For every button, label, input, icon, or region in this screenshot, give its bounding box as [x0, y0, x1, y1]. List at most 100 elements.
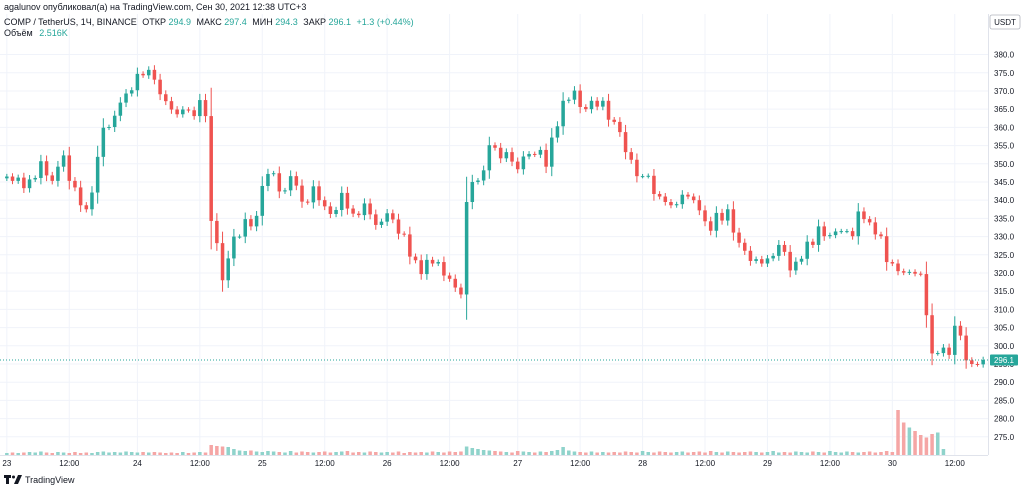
candle[interactable]: [930, 303, 934, 366]
candle[interactable]: [61, 150, 66, 172]
candle[interactable]: [640, 173, 645, 179]
candle[interactable]: [799, 255, 804, 265]
candle[interactable]: [476, 177, 480, 185]
price-chart[interactable]: COMP / TetherUS, 1Ч, BINANCE ОТКР 294.9 …: [0, 0, 1024, 470]
candle[interactable]: [215, 213, 219, 251]
candle[interactable]: [413, 253, 418, 264]
candle[interactable]: [135, 67, 140, 97]
candle[interactable]: [833, 228, 838, 239]
candle[interactable]: [953, 316, 957, 365]
candle[interactable]: [481, 165, 486, 186]
candle[interactable]: [748, 246, 753, 266]
candle[interactable]: [203, 93, 208, 123]
candle[interactable]: [941, 344, 946, 357]
candle[interactable]: [714, 206, 719, 238]
candle[interactable]: [345, 186, 350, 215]
candle[interactable]: [459, 283, 463, 299]
candle[interactable]: [805, 235, 809, 266]
candle[interactable]: [175, 106, 179, 118]
candle[interactable]: [158, 73, 162, 101]
candle[interactable]: [510, 147, 514, 167]
candle[interactable]: [385, 209, 389, 226]
candle[interactable]: [635, 153, 639, 183]
candle[interactable]: [606, 93, 611, 127]
candle[interactable]: [884, 227, 889, 271]
candle[interactable]: [283, 187, 287, 194]
candle[interactable]: [10, 173, 15, 185]
candle[interactable]: [107, 124, 111, 131]
candle[interactable]: [84, 202, 89, 213]
candle[interactable]: [334, 206, 338, 218]
candle[interactable]: [16, 174, 20, 184]
candles[interactable]: [5, 65, 985, 369]
candle[interactable]: [918, 271, 923, 277]
candle[interactable]: [958, 321, 963, 341]
candle[interactable]: [629, 148, 633, 164]
candle[interactable]: [396, 213, 401, 240]
candle[interactable]: [73, 177, 77, 192]
candle[interactable]: [515, 157, 520, 174]
candle[interactable]: [646, 173, 651, 179]
candle[interactable]: [78, 180, 83, 212]
candle[interactable]: [192, 106, 196, 120]
candle[interactable]: [198, 93, 202, 123]
candle[interactable]: [618, 117, 622, 137]
candle[interactable]: [317, 180, 321, 206]
candle[interactable]: [27, 175, 32, 193]
candle[interactable]: [521, 151, 526, 175]
candle[interactable]: [686, 192, 690, 200]
candle[interactable]: [402, 231, 406, 237]
candle[interactable]: [657, 191, 662, 200]
time-axis[interactable]: 23 12:00 24 12:00 25 12:00 26 12:00 27 12:00 28 12:…: [0, 455, 988, 469]
candle[interactable]: [391, 209, 395, 224]
candle[interactable]: [964, 327, 968, 369]
candle[interactable]: [249, 215, 253, 231]
candle[interactable]: [266, 168, 270, 192]
candle[interactable]: [845, 228, 849, 234]
candle[interactable]: [663, 192, 668, 206]
candle[interactable]: [584, 104, 588, 112]
candle[interactable]: [493, 142, 497, 151]
candle[interactable]: [947, 343, 951, 359]
candle[interactable]: [697, 195, 702, 216]
candle[interactable]: [879, 231, 883, 239]
candle[interactable]: [782, 241, 787, 256]
candle[interactable]: [351, 205, 355, 218]
candle[interactable]: [935, 350, 940, 356]
candle[interactable]: [544, 143, 548, 174]
candle[interactable]: [669, 198, 673, 209]
candle[interactable]: [924, 261, 929, 328]
candle[interactable]: [5, 173, 9, 181]
candle[interactable]: [504, 148, 509, 163]
candle[interactable]: [22, 172, 26, 193]
candle[interactable]: [56, 160, 60, 187]
candle[interactable]: [487, 136, 492, 179]
candle[interactable]: [152, 65, 157, 85]
candle[interactable]: [981, 356, 985, 368]
candle[interactable]: [691, 193, 696, 204]
candle[interactable]: [101, 118, 106, 167]
candle[interactable]: [470, 174, 475, 210]
candle[interactable]: [873, 217, 878, 240]
candle[interactable]: [828, 232, 832, 239]
candle[interactable]: [362, 198, 367, 221]
candle[interactable]: [112, 110, 117, 133]
candle[interactable]: [141, 71, 145, 78]
candle[interactable]: [254, 211, 259, 232]
candle[interactable]: [379, 218, 384, 228]
candle[interactable]: [419, 254, 423, 280]
candle[interactable]: [589, 96, 594, 114]
candle[interactable]: [532, 151, 537, 158]
candle[interactable]: [226, 250, 230, 288]
candle[interactable]: [867, 216, 872, 226]
candle[interactable]: [186, 107, 191, 113]
candle[interactable]: [771, 253, 775, 262]
candle[interactable]: [550, 128, 554, 177]
candle[interactable]: [271, 170, 276, 177]
candle[interactable]: [300, 179, 304, 208]
candle[interactable]: [794, 257, 798, 275]
candle[interactable]: [339, 186, 344, 217]
candle[interactable]: [288, 170, 293, 197]
candle[interactable]: [368, 198, 372, 220]
candle[interactable]: [243, 212, 248, 244]
